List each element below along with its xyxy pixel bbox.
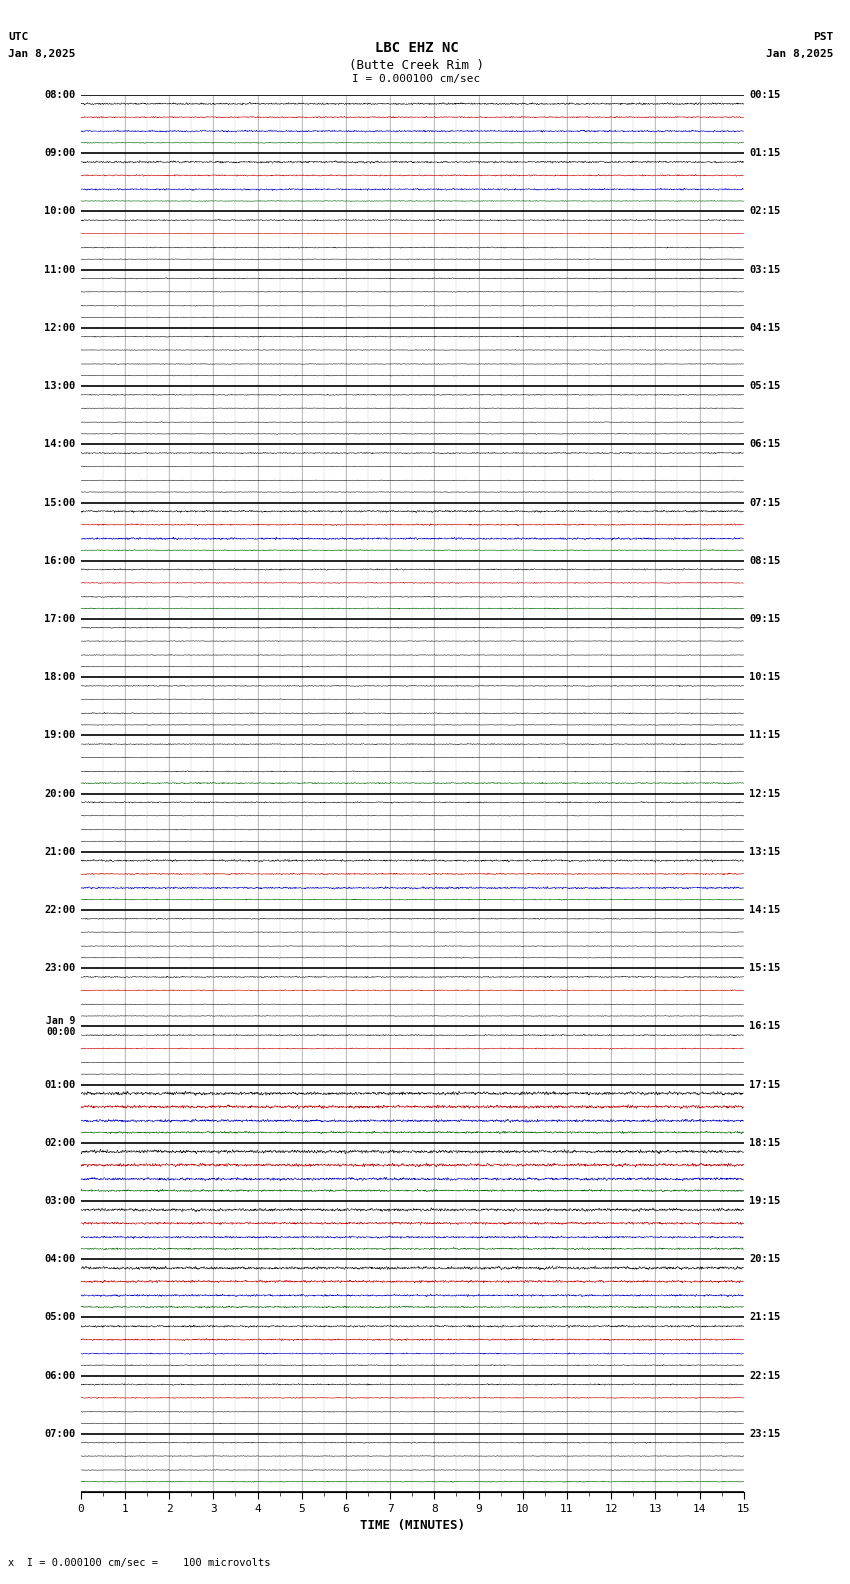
Text: 23:00: 23:00 (44, 963, 76, 973)
Text: (Butte Creek Rim ): (Butte Creek Rim ) (349, 59, 484, 71)
Text: 14:00: 14:00 (44, 439, 76, 450)
Text: 15:15: 15:15 (749, 963, 780, 973)
Text: 08:00: 08:00 (44, 90, 76, 100)
Text: 10:15: 10:15 (749, 672, 780, 683)
Text: 17:00: 17:00 (44, 615, 76, 624)
Text: 10:00: 10:00 (44, 206, 76, 217)
Text: 12:00: 12:00 (44, 323, 76, 333)
Text: 22:15: 22:15 (749, 1370, 780, 1381)
Text: 03:00: 03:00 (44, 1196, 76, 1205)
Text: 19:15: 19:15 (749, 1196, 780, 1205)
Text: 20:15: 20:15 (749, 1255, 780, 1264)
Text: x  I = 0.000100 cm/sec =    100 microvolts: x I = 0.000100 cm/sec = 100 microvolts (8, 1559, 271, 1568)
Text: 09:00: 09:00 (44, 149, 76, 158)
Text: 21:15: 21:15 (749, 1313, 780, 1323)
Text: 02:00: 02:00 (44, 1137, 76, 1148)
Text: 07:15: 07:15 (749, 497, 780, 507)
X-axis label: TIME (MINUTES): TIME (MINUTES) (360, 1519, 465, 1532)
Text: 20:00: 20:00 (44, 789, 76, 798)
Text: 18:00: 18:00 (44, 672, 76, 683)
Text: 02:15: 02:15 (749, 206, 780, 217)
Text: 22:00: 22:00 (44, 904, 76, 916)
Text: Jan 8,2025: Jan 8,2025 (766, 49, 833, 59)
Text: 16:00: 16:00 (44, 556, 76, 565)
Text: I = 0.000100 cm/sec: I = 0.000100 cm/sec (353, 74, 480, 84)
Text: 13:15: 13:15 (749, 847, 780, 857)
Text: 05:00: 05:00 (44, 1313, 76, 1323)
Text: 09:15: 09:15 (749, 615, 780, 624)
Text: 18:15: 18:15 (749, 1137, 780, 1148)
Text: 06:00: 06:00 (44, 1370, 76, 1381)
Text: 01:15: 01:15 (749, 149, 780, 158)
Text: PST: PST (813, 32, 833, 41)
Text: Jan 9
00:00: Jan 9 00:00 (46, 1015, 76, 1038)
Text: 15:00: 15:00 (44, 497, 76, 507)
Text: 01:00: 01:00 (44, 1080, 76, 1090)
Text: 14:15: 14:15 (749, 904, 780, 916)
Text: LBC EHZ NC: LBC EHZ NC (375, 41, 458, 55)
Text: 05:15: 05:15 (749, 382, 780, 391)
Text: 13:00: 13:00 (44, 382, 76, 391)
Text: 08:15: 08:15 (749, 556, 780, 565)
Text: 11:00: 11:00 (44, 265, 76, 274)
Text: Jan 8,2025: Jan 8,2025 (8, 49, 76, 59)
Text: UTC: UTC (8, 32, 29, 41)
Text: 06:15: 06:15 (749, 439, 780, 450)
Text: 23:15: 23:15 (749, 1429, 780, 1438)
Text: 16:15: 16:15 (749, 1022, 780, 1031)
Text: 11:15: 11:15 (749, 730, 780, 740)
Text: 03:15: 03:15 (749, 265, 780, 274)
Text: 00:15: 00:15 (749, 90, 780, 100)
Text: 17:15: 17:15 (749, 1080, 780, 1090)
Text: 07:00: 07:00 (44, 1429, 76, 1438)
Text: 04:15: 04:15 (749, 323, 780, 333)
Text: 19:00: 19:00 (44, 730, 76, 740)
Text: 21:00: 21:00 (44, 847, 76, 857)
Text: 04:00: 04:00 (44, 1255, 76, 1264)
Text: 12:15: 12:15 (749, 789, 780, 798)
